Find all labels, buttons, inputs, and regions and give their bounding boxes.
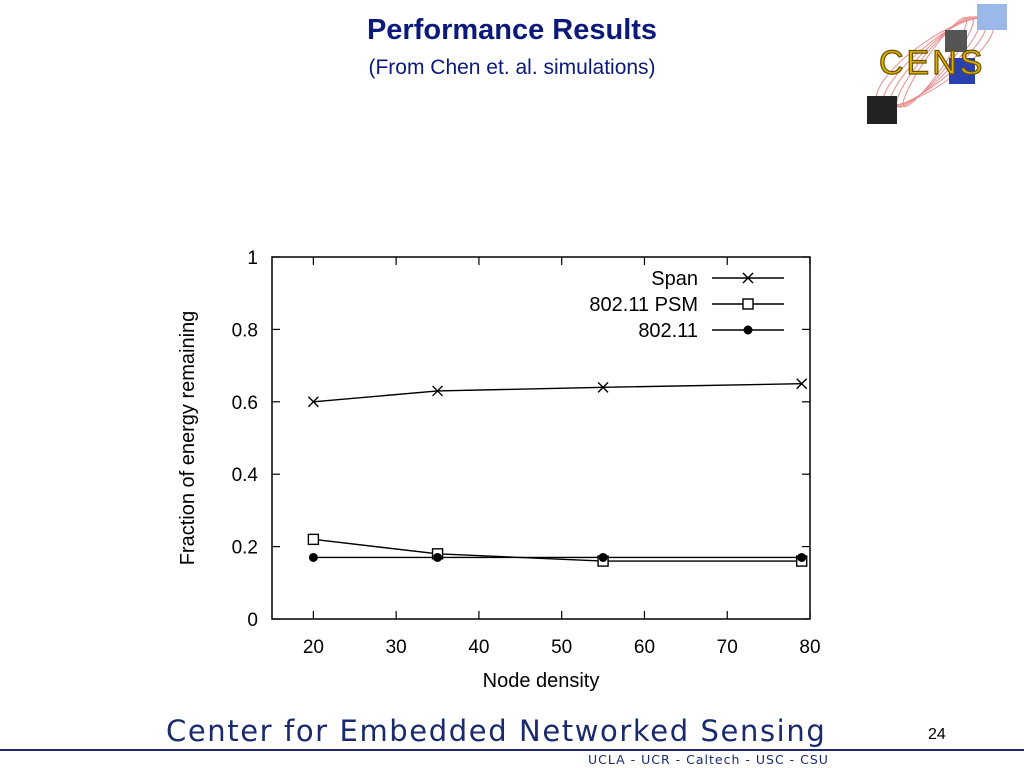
slide-title: Performance Results (366, 14, 658, 46)
x-tick-label: 30 (386, 637, 407, 658)
energy-chart: 20 30 40 50 60 70 80 0 0.2 0.4 0.6 0.8 1 Span 802.11 … (177, 248, 820, 692)
logo-cube-blue (949, 58, 975, 84)
y-tick-label: 0.8 (232, 320, 258, 341)
y-tick-label: 0.6 (232, 393, 258, 414)
y-tick-label: 0 (247, 610, 258, 631)
data-point-0-3 (796, 378, 808, 390)
legend-label-2: 802.11 (638, 320, 698, 342)
x-tick-label: 20 (303, 637, 324, 658)
legend-marker-0 (742, 272, 754, 284)
y-tick-label: 0.4 (232, 465, 259, 486)
x-tick-label: 70 (717, 637, 738, 658)
logo-text: CENS (879, 44, 985, 82)
data-point-2-1 (433, 552, 443, 562)
data-point-1-0 (307, 533, 320, 546)
data-point-2-2 (598, 552, 608, 562)
plot-frame (271, 256, 811, 620)
data-point-0-0 (307, 396, 319, 408)
footer-organization: Center for Embedded Networked Sensing (166, 714, 827, 748)
legend-label-1: 802.11 PSM (589, 294, 698, 316)
cens-logo: CENS (867, 4, 1007, 124)
x-axis-label: Node density (483, 670, 600, 692)
data-point-0-1 (432, 385, 444, 397)
slide-subtitle: (From Chen et. al. simulations) (368, 56, 656, 79)
logo-cube-gray (945, 30, 967, 52)
series-line-0 (313, 383, 802, 403)
x-tick-label: 80 (799, 637, 820, 658)
footer-divider (0, 749, 1024, 751)
y-tick-label: 0.2 (232, 538, 258, 559)
legend-marker-1 (742, 298, 754, 310)
page-number: 24 (928, 726, 946, 743)
footer-campuses: UCLA - UCR - Caltech - USC - CSU (588, 752, 829, 767)
x-tick-label: 60 (634, 637, 655, 658)
logo-cube-light (977, 4, 1007, 30)
data-point-2-0 (308, 552, 318, 562)
data-point-0-2 (597, 381, 609, 393)
y-axis-label: Fraction of energy remaining (177, 311, 199, 566)
legend-marker-2 (743, 325, 753, 335)
data-point-2-3 (797, 552, 807, 562)
x-tick-label: 50 (551, 637, 572, 658)
legend-label-0: Span (651, 268, 698, 290)
x-tick-label: 40 (468, 637, 489, 658)
y-tick-label: 1 (247, 248, 258, 269)
logo-cube-dark (867, 96, 897, 124)
